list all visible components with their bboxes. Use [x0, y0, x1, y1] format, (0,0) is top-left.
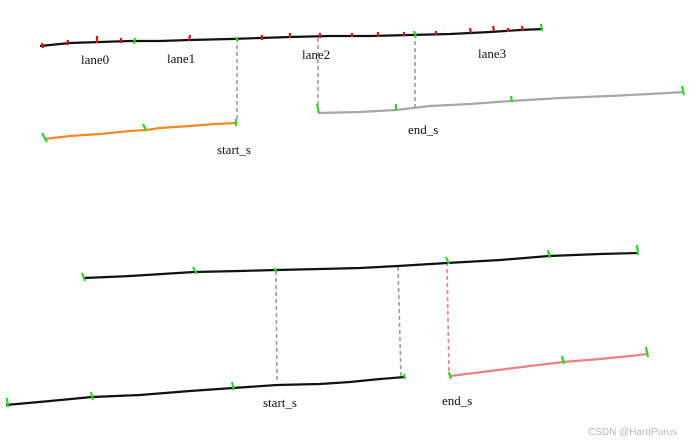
bottom-start-label: start_s [263, 395, 297, 410]
bottom-lower-line [5, 375, 406, 407]
top-main-line [39, 27, 544, 48]
top-green-ticks [132, 23, 544, 45]
lane2-label: lane2 [302, 47, 330, 62]
top-gray-ticks [315, 85, 686, 114]
connector-end-bottom [446, 261, 450, 376]
bottom-pink-ticks [447, 346, 650, 380]
lane0-label: lane0 [81, 52, 109, 67]
bottom-pink-lane [449, 352, 649, 378]
bottom-lower-ticks [5, 373, 407, 408]
top-start-label: start_s [217, 142, 251, 157]
bottom-diagram: start_s end_s [5, 244, 650, 410]
top-diagram: lane0 lane1 lane2 lane3 start_s end_s [39, 23, 686, 157]
top-gray-lane [317, 90, 685, 115]
bottom-upper-ticks [80, 244, 640, 282]
bottom-upper-line [83, 251, 639, 280]
connector-start-bottom [275, 270, 278, 384]
top-end-label: end_s [408, 122, 438, 137]
top-orange-lane [43, 121, 237, 141]
bottom-end-label: end_s [442, 393, 472, 408]
top-red-ticks [40, 25, 525, 49]
watermark: CSDN @HardPurus [588, 427, 677, 438]
connector-mid-bottom [397, 266, 402, 378]
lane3-label: lane3 [478, 46, 506, 61]
lane1-label: lane1 [167, 51, 195, 66]
top-orange-ticks [41, 119, 238, 143]
